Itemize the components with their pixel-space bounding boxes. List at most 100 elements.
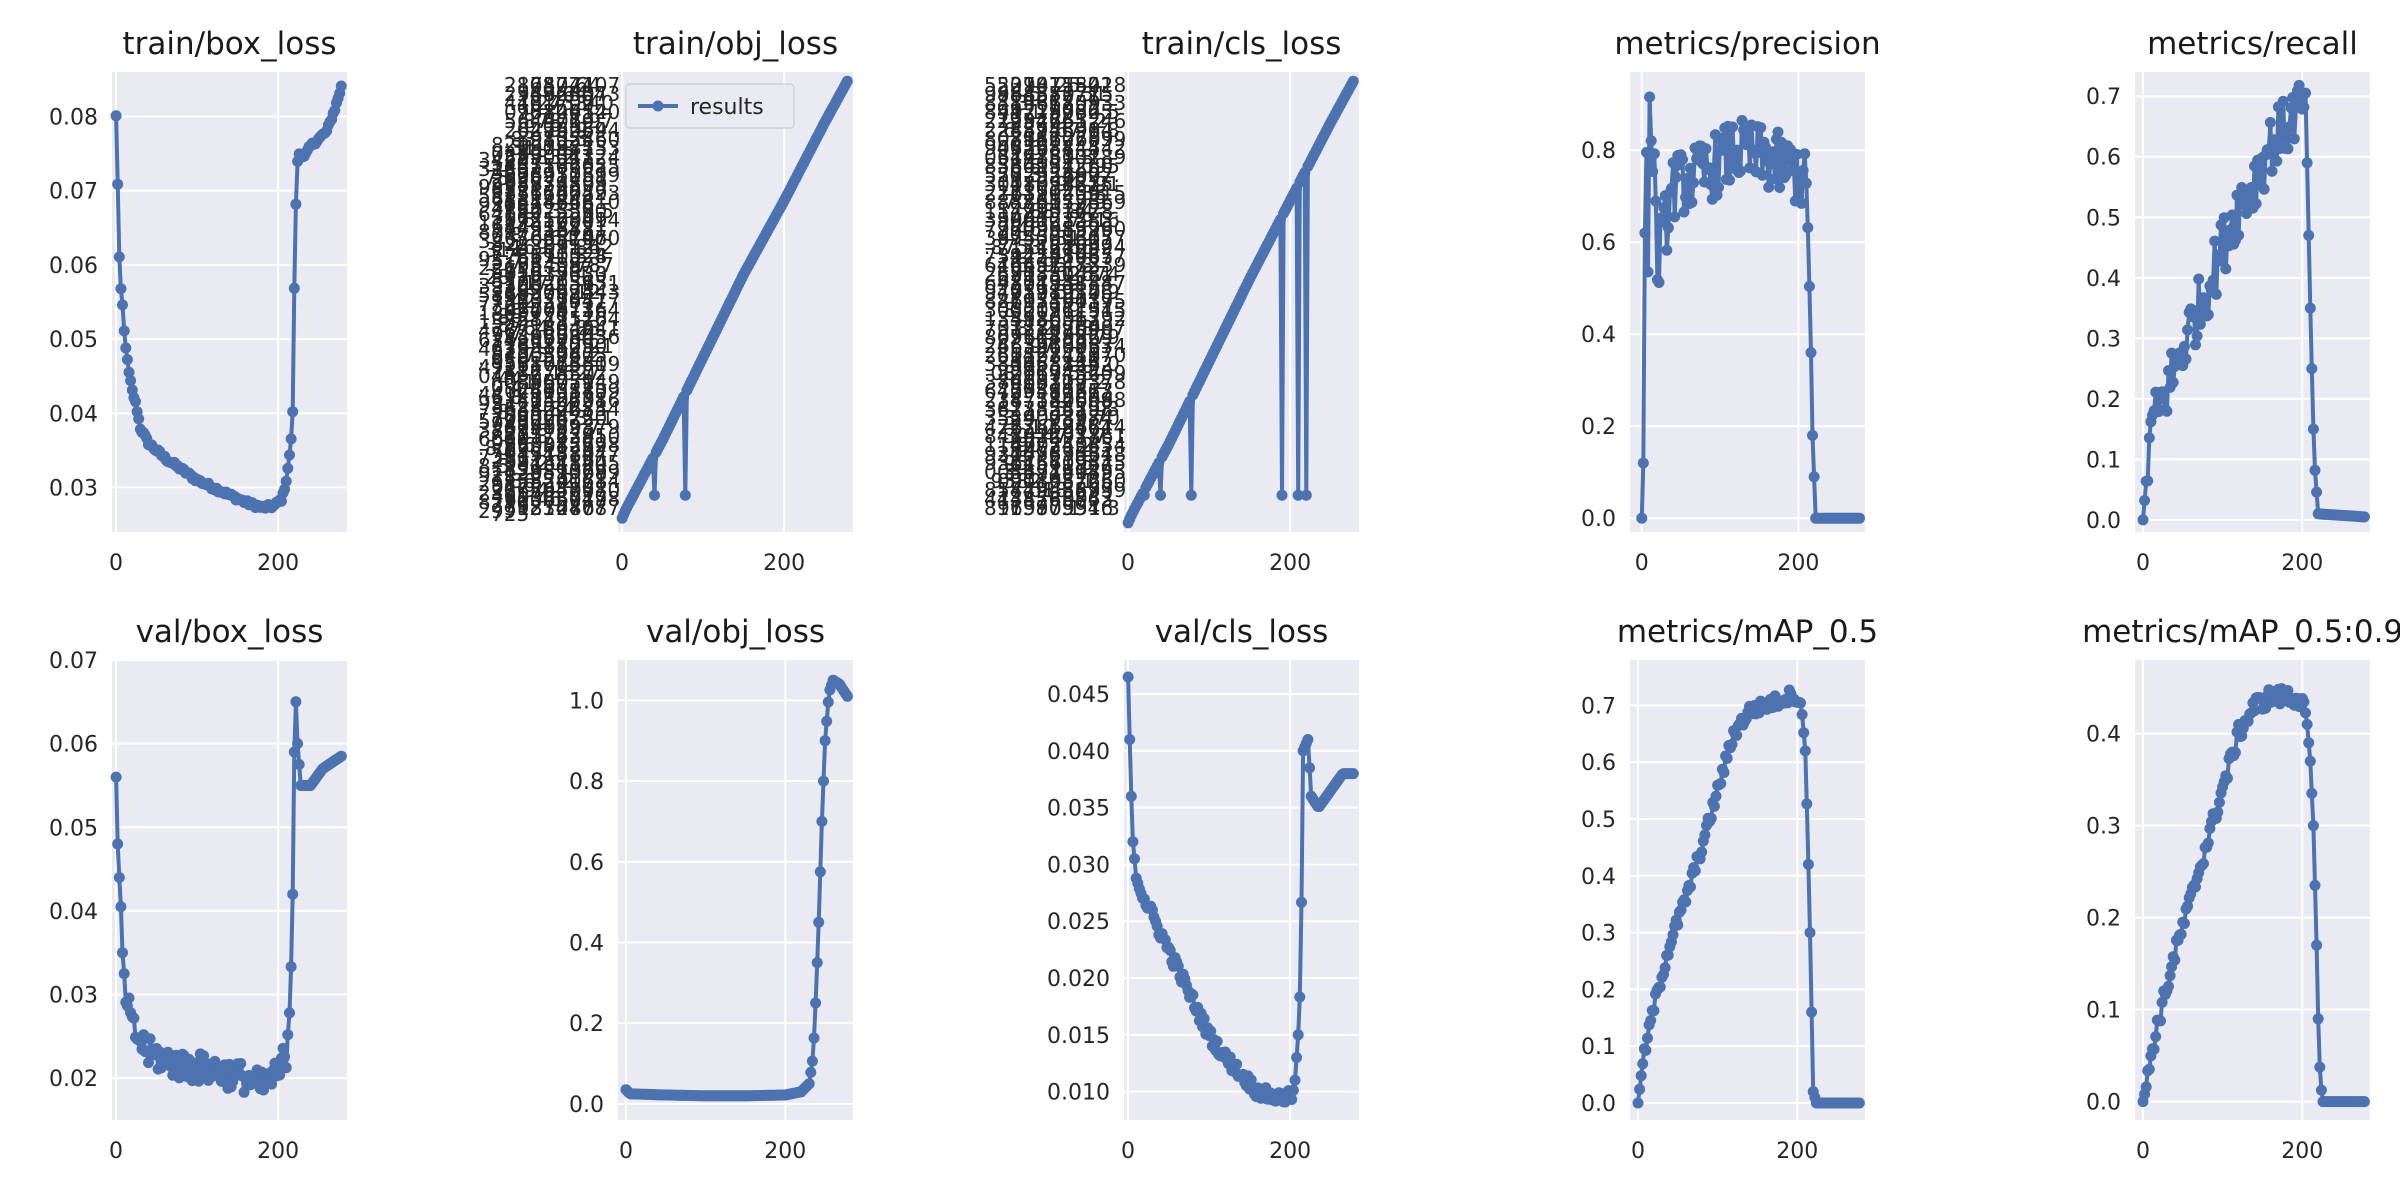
subplot-title: val/cls_loss bbox=[1155, 614, 1329, 650]
data-point bbox=[1205, 1025, 1217, 1037]
data-point bbox=[2202, 309, 2214, 321]
data-point bbox=[1731, 729, 1743, 741]
data-point bbox=[2301, 157, 2313, 169]
data-point bbox=[1276, 489, 1288, 501]
svg-text:842: 842 bbox=[491, 394, 529, 418]
data-point bbox=[1802, 858, 1814, 870]
svg-text:226: 226 bbox=[478, 256, 516, 280]
svg-text:441: 441 bbox=[478, 382, 516, 406]
data-point bbox=[2220, 263, 2232, 275]
svg-text:641: 641 bbox=[478, 202, 516, 226]
data-point bbox=[2180, 353, 2192, 365]
data-point bbox=[1684, 162, 1696, 174]
data-point bbox=[2198, 292, 2209, 304]
svg-text:1.3: 1.3 bbox=[1088, 496, 1120, 520]
subplot-title: metrics/mAP_0.5 bbox=[1617, 614, 1878, 650]
data-point bbox=[1736, 115, 1748, 126]
y-tick-label: 0.5 bbox=[2086, 206, 2121, 231]
data-point bbox=[144, 1033, 156, 1045]
subplot-metrics-map-0-5: metrics/mAP_0.5 0 200 0.0 0.1 0.2 0.3 0.4 0.5 0.6… bbox=[1581, 614, 1878, 1164]
data-point bbox=[1726, 738, 1738, 750]
svg-text:449: 449 bbox=[504, 217, 542, 241]
data-point bbox=[2210, 288, 2222, 300]
data-point bbox=[115, 901, 127, 913]
x-tick-label: 200 bbox=[2281, 551, 2323, 576]
data-point bbox=[1799, 148, 1811, 160]
data-point bbox=[1724, 174, 1735, 186]
data-point bbox=[2139, 495, 2151, 506]
data-point bbox=[1799, 745, 1811, 757]
subplot-metrics-map-0-5-0-95: metrics/mAP_0.5:0.95 0 200 0.0 0.1 0.2 0.3 0.4 bbox=[2082, 614, 2400, 1164]
svg-text:386: 386 bbox=[478, 418, 516, 442]
data-point bbox=[1763, 181, 1775, 193]
data-point bbox=[811, 957, 823, 969]
svg-text:279: 279 bbox=[491, 493, 529, 517]
data-point bbox=[287, 406, 299, 418]
data-point bbox=[238, 1086, 250, 1098]
x-tick-label: 0 bbox=[615, 551, 629, 576]
y-tick-label: 0.4 bbox=[1581, 323, 1616, 348]
data-point bbox=[1689, 865, 1701, 877]
legend-label: results bbox=[690, 95, 764, 120]
x-tick-label: 0 bbox=[109, 1139, 123, 1164]
data-point bbox=[1688, 177, 1699, 189]
data-point bbox=[292, 738, 304, 750]
y-tick-label: 0.03 bbox=[49, 476, 98, 501]
svg-text:193: 193 bbox=[504, 253, 542, 277]
data-point bbox=[2175, 928, 2187, 940]
y-tick-label: 0.07 bbox=[49, 649, 98, 674]
data-point bbox=[2309, 879, 2321, 891]
data-point bbox=[1224, 1051, 1236, 1063]
svg-text:369: 369 bbox=[491, 160, 529, 184]
plot-area bbox=[1124, 660, 1359, 1120]
svg-text:463: 463 bbox=[478, 337, 516, 361]
data-point bbox=[2212, 806, 2224, 818]
svg-text:9.5: 9.5 bbox=[504, 208, 536, 232]
data-point bbox=[813, 916, 825, 928]
x-tick-label: 200 bbox=[1269, 1139, 1311, 1164]
svg-text:.44: .44 bbox=[491, 367, 523, 391]
data-point bbox=[2312, 1013, 2324, 1025]
data-point bbox=[808, 1032, 820, 1044]
svg-text:711: 711 bbox=[491, 358, 529, 382]
svg-text:..6: ..6 bbox=[478, 346, 503, 370]
data-point bbox=[822, 696, 834, 708]
data-point bbox=[2293, 79, 2305, 91]
subplot-title: val/box_loss bbox=[136, 614, 324, 650]
svg-text:5.8: 5.8 bbox=[504, 109, 536, 133]
data-point bbox=[288, 746, 300, 758]
svg-text:854: 854 bbox=[504, 199, 542, 223]
data-point bbox=[2304, 302, 2316, 314]
data-point bbox=[2178, 340, 2190, 352]
svg-text:077: 077 bbox=[491, 475, 529, 499]
svg-text:155: 155 bbox=[478, 310, 516, 334]
data-point bbox=[279, 1051, 291, 1063]
data-point bbox=[290, 198, 302, 210]
data-point bbox=[2148, 1043, 2160, 1055]
svg-text:315: 315 bbox=[478, 157, 516, 181]
data-point bbox=[1129, 853, 1140, 865]
subplot-title: train/obj_loss bbox=[633, 26, 838, 62]
svg-text:.16: .16 bbox=[504, 235, 536, 259]
data-point bbox=[1302, 734, 1314, 745]
data-point bbox=[2140, 1081, 2152, 1093]
y-tick-label: 0.7 bbox=[2086, 85, 2121, 110]
data-point bbox=[2301, 718, 2313, 730]
data-point bbox=[280, 475, 292, 487]
svg-text:476: 476 bbox=[478, 319, 516, 343]
y-tick-label: 0.1 bbox=[1581, 1035, 1616, 1060]
svg-text:.31: .31 bbox=[478, 238, 510, 262]
data-point bbox=[1741, 139, 1753, 151]
svg-text:476: 476 bbox=[491, 196, 529, 220]
data-point bbox=[1642, 266, 1654, 278]
y-tick-label: 0.1 bbox=[2086, 999, 2121, 1024]
y-tick-label: 0.06 bbox=[49, 733, 98, 758]
data-point bbox=[2314, 1061, 2326, 1073]
y-tick-label: 0.040 bbox=[1047, 740, 1110, 765]
x-tick-label: 0 bbox=[2136, 1139, 2150, 1164]
svg-text:7.8: 7.8 bbox=[478, 400, 510, 424]
y-tick-label: 0.0 bbox=[2086, 1091, 2121, 1116]
svg-text:6.8: 6.8 bbox=[491, 385, 523, 409]
svg-text:.31: .31 bbox=[504, 136, 536, 160]
data-point bbox=[2169, 954, 2181, 966]
